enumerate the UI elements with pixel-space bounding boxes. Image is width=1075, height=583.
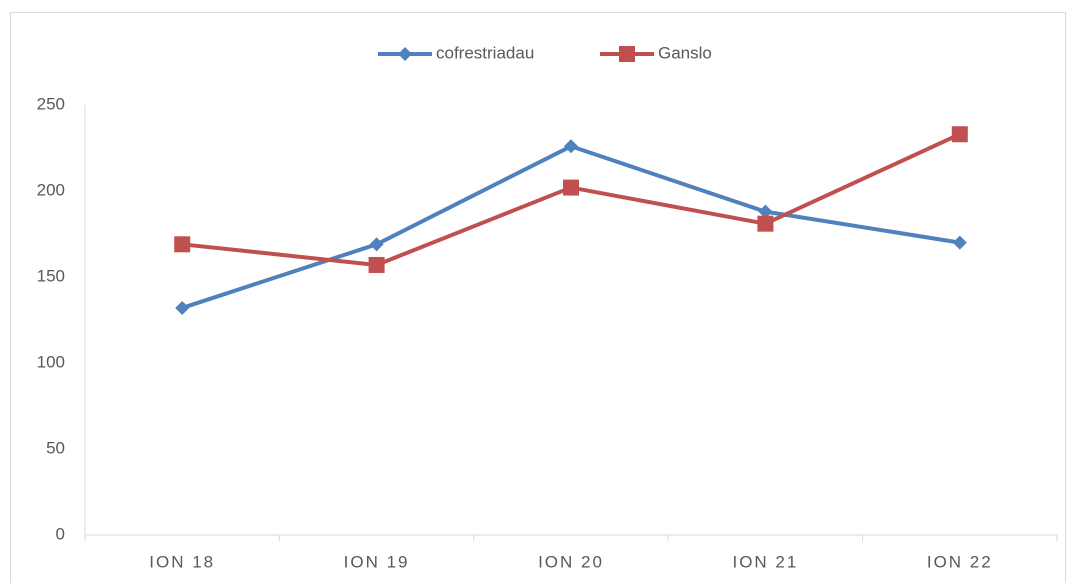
data-point xyxy=(951,126,968,143)
data-point xyxy=(563,179,579,196)
legend-label: cofrestriadau xyxy=(436,43,534,62)
x-tick-label: ION 22 xyxy=(927,552,993,571)
y-tick-label: 100 xyxy=(37,352,65,371)
data-point xyxy=(175,300,190,315)
x-tick-label: ION 21 xyxy=(732,552,798,571)
legend-label: Ganslo xyxy=(658,43,712,62)
data-point xyxy=(369,237,384,252)
data-point xyxy=(757,215,774,232)
legend-marker xyxy=(398,47,412,61)
y-tick-label: 200 xyxy=(37,180,65,199)
data-point xyxy=(952,235,967,250)
data-point xyxy=(564,139,578,154)
x-tick-label: ION 18 xyxy=(149,552,215,571)
legend-marker xyxy=(619,46,635,62)
y-tick-label: 50 xyxy=(46,438,65,457)
x-tick-label: ION 19 xyxy=(344,552,410,571)
chart-border xyxy=(10,12,1066,583)
y-tick-label: 250 xyxy=(37,94,65,113)
data-point xyxy=(758,204,773,219)
y-tick-label: 0 xyxy=(56,524,65,543)
x-tick-label: ION 20 xyxy=(538,552,604,571)
data-point xyxy=(174,236,191,253)
y-tick-label: 150 xyxy=(37,266,65,285)
data-point xyxy=(368,256,385,273)
